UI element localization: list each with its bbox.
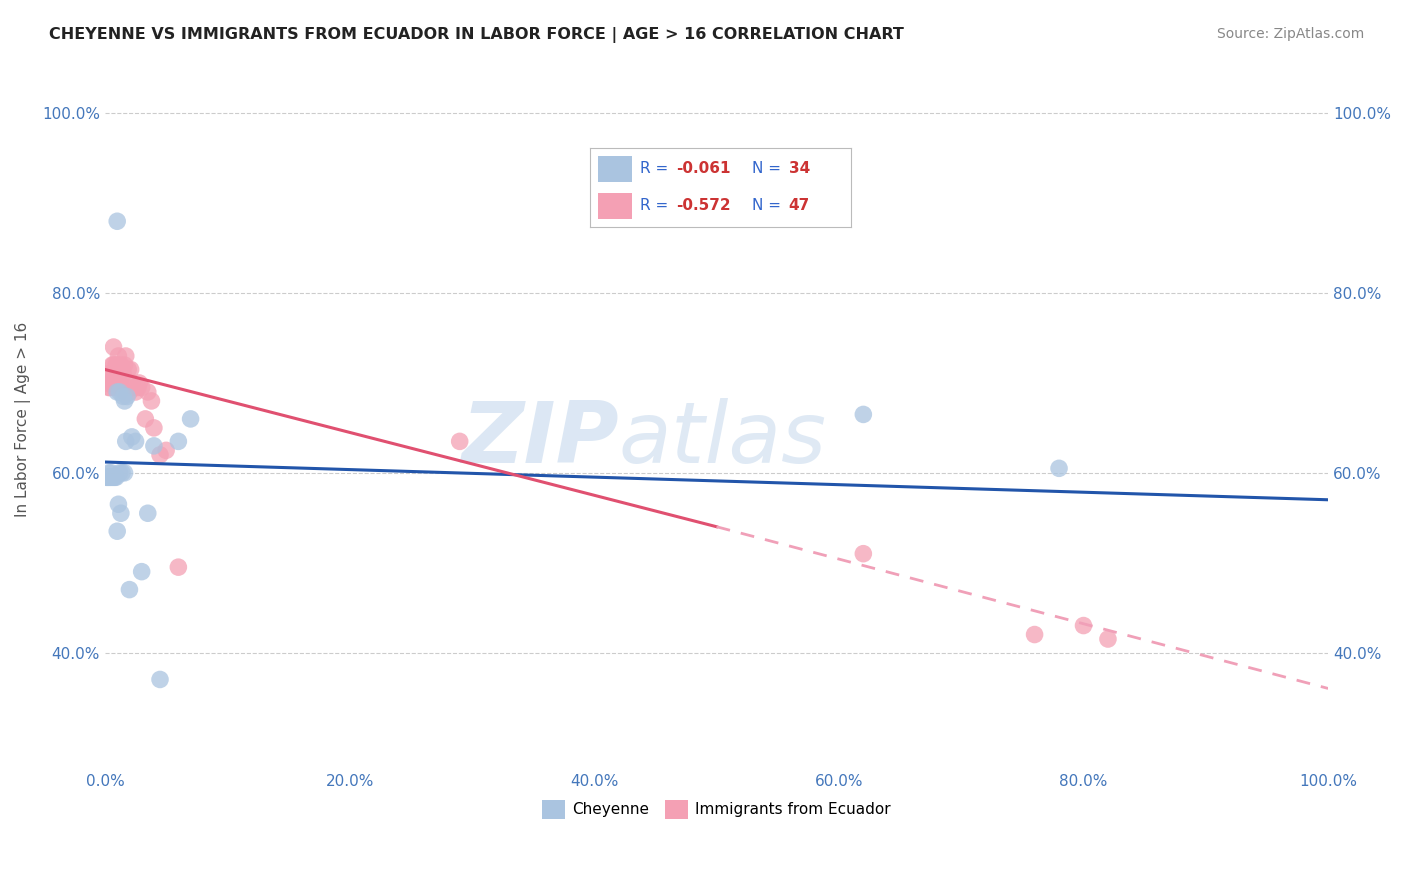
Point bbox=[118, 582, 141, 597]
Point bbox=[1097, 632, 1119, 646]
Point bbox=[114, 434, 136, 449]
Point bbox=[101, 358, 124, 372]
Point bbox=[103, 470, 125, 484]
Point bbox=[124, 384, 146, 399]
Point bbox=[105, 214, 128, 228]
Point bbox=[114, 466, 136, 480]
Point bbox=[105, 362, 128, 376]
Point bbox=[112, 367, 135, 381]
Point bbox=[112, 389, 135, 403]
Point bbox=[167, 434, 190, 449]
Text: ZIP: ZIP bbox=[461, 399, 619, 482]
Text: N =: N = bbox=[752, 161, 786, 177]
Point bbox=[121, 430, 143, 444]
Point bbox=[449, 434, 471, 449]
Point bbox=[110, 380, 132, 394]
Point bbox=[96, 470, 118, 484]
Text: R =: R = bbox=[640, 161, 672, 177]
Text: Source: ZipAtlas.com: Source: ZipAtlas.com bbox=[1216, 27, 1364, 41]
Point bbox=[149, 448, 172, 462]
Point bbox=[107, 376, 129, 390]
Point bbox=[108, 466, 131, 480]
Legend: Cheyenne, Immigrants from Ecuador: Cheyenne, Immigrants from Ecuador bbox=[536, 794, 897, 825]
Point bbox=[136, 384, 159, 399]
Point bbox=[107, 349, 129, 363]
Point bbox=[105, 384, 128, 399]
Point bbox=[96, 470, 118, 484]
Point bbox=[180, 412, 202, 426]
Point bbox=[128, 376, 150, 390]
Point bbox=[97, 466, 120, 480]
Point bbox=[104, 358, 127, 372]
Point bbox=[117, 362, 139, 376]
Point bbox=[120, 362, 142, 376]
Point bbox=[1047, 461, 1070, 475]
Point bbox=[131, 380, 153, 394]
Point bbox=[122, 380, 145, 394]
Point bbox=[114, 384, 136, 399]
Point bbox=[107, 497, 129, 511]
Point bbox=[142, 421, 165, 435]
Point bbox=[1024, 627, 1046, 641]
Point bbox=[114, 358, 136, 372]
Point bbox=[104, 470, 127, 484]
Point bbox=[124, 434, 146, 449]
Point bbox=[97, 470, 120, 484]
Point bbox=[114, 349, 136, 363]
Point bbox=[104, 470, 127, 484]
Point bbox=[96, 376, 118, 390]
Point bbox=[110, 506, 132, 520]
Point bbox=[114, 393, 136, 408]
FancyBboxPatch shape bbox=[598, 194, 631, 219]
Point bbox=[101, 470, 124, 484]
Point bbox=[105, 358, 128, 372]
Point bbox=[131, 565, 153, 579]
Point bbox=[852, 408, 875, 422]
Point bbox=[111, 466, 134, 480]
Point bbox=[98, 470, 121, 484]
Point bbox=[103, 358, 125, 372]
Text: 47: 47 bbox=[789, 198, 810, 213]
Point bbox=[852, 547, 875, 561]
Text: -0.061: -0.061 bbox=[676, 161, 731, 177]
Point bbox=[108, 384, 131, 399]
Point bbox=[108, 362, 131, 376]
Text: -0.572: -0.572 bbox=[676, 198, 731, 213]
Point bbox=[115, 389, 138, 403]
Point bbox=[110, 358, 132, 372]
Point bbox=[134, 412, 156, 426]
Point bbox=[103, 340, 125, 354]
Text: atlas: atlas bbox=[619, 399, 827, 482]
Point bbox=[108, 376, 131, 390]
Text: R =: R = bbox=[640, 198, 672, 213]
Point bbox=[155, 443, 177, 458]
Point bbox=[1073, 618, 1095, 632]
Point bbox=[118, 384, 141, 399]
Point bbox=[111, 362, 134, 376]
Point bbox=[98, 380, 121, 394]
Point bbox=[101, 376, 124, 390]
Text: CHEYENNE VS IMMIGRANTS FROM ECUADOR IN LABOR FORCE | AGE > 16 CORRELATION CHART: CHEYENNE VS IMMIGRANTS FROM ECUADOR IN L… bbox=[49, 27, 904, 43]
Point bbox=[104, 367, 127, 381]
Point bbox=[100, 466, 122, 480]
Point bbox=[142, 439, 165, 453]
Point bbox=[167, 560, 190, 574]
Point bbox=[127, 380, 149, 394]
FancyBboxPatch shape bbox=[598, 156, 631, 182]
Text: N =: N = bbox=[752, 198, 786, 213]
Point bbox=[100, 470, 122, 484]
Point bbox=[105, 524, 128, 539]
Point bbox=[104, 380, 127, 394]
Point bbox=[100, 367, 122, 381]
Point bbox=[97, 380, 120, 394]
Y-axis label: In Labor Force | Age > 16: In Labor Force | Age > 16 bbox=[15, 321, 31, 516]
Text: 34: 34 bbox=[789, 161, 810, 177]
Point bbox=[96, 367, 118, 381]
Point bbox=[136, 506, 159, 520]
Point bbox=[115, 380, 138, 394]
Point bbox=[149, 673, 172, 687]
Point bbox=[141, 393, 163, 408]
Point bbox=[121, 376, 143, 390]
